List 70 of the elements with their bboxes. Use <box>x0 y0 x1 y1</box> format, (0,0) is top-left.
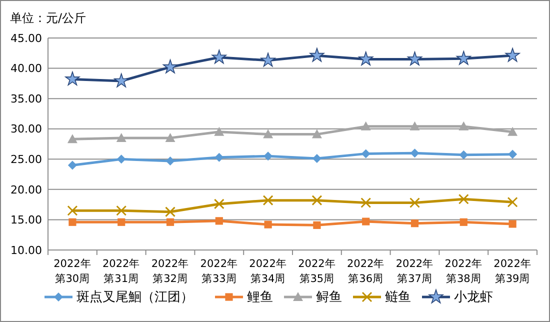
legend-label: 鲢鱼 <box>385 290 411 305</box>
point <box>507 196 518 208</box>
point <box>361 149 370 158</box>
y-tick-label: 25.00 <box>10 152 42 166</box>
point <box>215 217 223 225</box>
point <box>116 154 126 164</box>
point <box>118 218 126 226</box>
point <box>214 198 224 210</box>
point <box>310 48 324 62</box>
point <box>116 132 126 142</box>
x-tick-label: 2022年第32周 <box>151 258 190 285</box>
point <box>458 194 469 204</box>
point <box>312 129 322 138</box>
point <box>358 51 374 66</box>
point <box>166 156 175 166</box>
point <box>508 150 518 159</box>
point <box>360 121 371 130</box>
y-tick-label: 30.00 <box>10 122 42 136</box>
y-tick-label: 45.00 <box>10 32 42 45</box>
point <box>260 52 276 67</box>
legend-label: 鲤鱼 <box>247 290 273 305</box>
point <box>262 195 274 206</box>
x-tick-label: 2022年第36周 <box>346 258 385 285</box>
y-tick-label: 15.00 <box>10 214 42 227</box>
point <box>410 121 420 130</box>
point <box>456 50 472 65</box>
x-tick-label: 2022年第38周 <box>444 258 483 285</box>
chart-title: 单位：元/公斤 <box>10 11 86 25</box>
point <box>312 195 322 206</box>
point <box>410 220 419 228</box>
x-tick-label: 2022年第34周 <box>249 258 287 285</box>
point <box>165 206 176 218</box>
x-tick-label: 2022年第35周 <box>298 258 336 285</box>
point <box>508 220 516 228</box>
point <box>360 198 372 208</box>
x-tick-label: 2022年第37周 <box>396 258 434 285</box>
x-tick-label: 2022年第30周 <box>54 258 92 285</box>
point <box>68 160 77 170</box>
point <box>114 73 129 88</box>
point <box>362 218 370 226</box>
point <box>410 198 420 208</box>
point <box>212 50 227 64</box>
point <box>214 126 224 136</box>
point <box>458 121 469 130</box>
y-tick-label: 20.00 <box>10 183 42 196</box>
legend-label: 鲟鱼 <box>316 290 342 305</box>
point <box>263 129 274 138</box>
point <box>166 218 174 226</box>
point <box>505 48 520 62</box>
legend-label: 斑点叉尾鮰（江团） <box>76 290 194 305</box>
point <box>264 220 272 228</box>
y-tick-label: 35.00 <box>10 92 42 106</box>
y-tick-label: 10.00 <box>10 244 42 257</box>
point <box>162 59 178 74</box>
x-tick-label: 2022年第33周 <box>200 258 238 285</box>
point <box>264 152 273 161</box>
x-tick-label: 2022年第39周 <box>494 258 532 285</box>
point <box>68 218 76 226</box>
point <box>65 71 80 86</box>
point <box>165 132 176 142</box>
point <box>508 126 518 136</box>
y-tick-label: 40.00 <box>10 62 42 76</box>
point <box>67 134 78 144</box>
point <box>313 221 321 229</box>
point <box>407 51 422 66</box>
legend-label: 小龙虾 <box>454 290 493 305</box>
point <box>67 205 78 216</box>
x-tick-label: 2022年第31周 <box>102 258 140 285</box>
point <box>460 218 468 226</box>
point <box>116 205 127 216</box>
